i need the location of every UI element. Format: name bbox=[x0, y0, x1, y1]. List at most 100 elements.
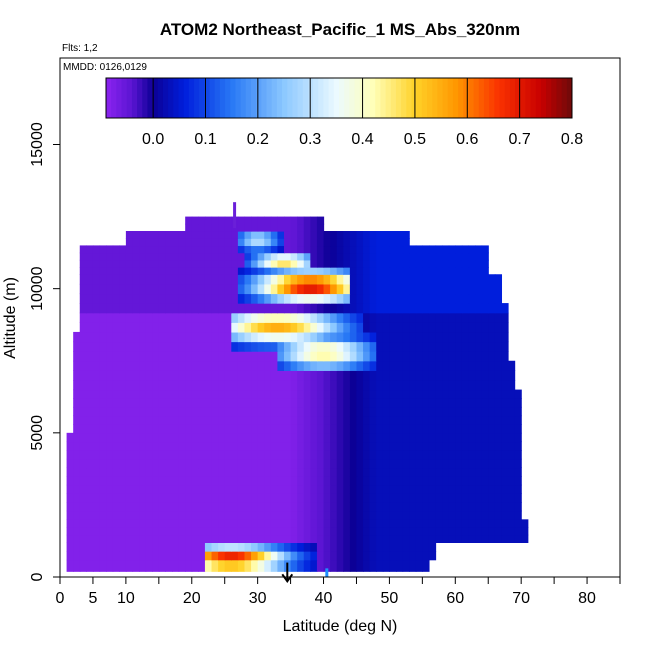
heatmap-cell bbox=[376, 331, 384, 343]
heatmap-cell bbox=[396, 424, 404, 434]
heatmap-cell bbox=[119, 312, 127, 323]
heatmap-cell bbox=[244, 293, 252, 304]
heatmap-cell bbox=[204, 542, 213, 552]
heatmap-cell bbox=[409, 415, 417, 425]
heatmap-cell bbox=[316, 527, 325, 536]
heatmap-cell bbox=[481, 259, 489, 268]
heatmap-cell bbox=[79, 303, 87, 314]
heatmap-cell bbox=[435, 415, 443, 425]
heatmap-cell bbox=[112, 484, 120, 494]
heatmap-cell bbox=[455, 441, 463, 451]
heatmap-cell bbox=[132, 476, 140, 486]
heatmap-cell bbox=[158, 370, 167, 381]
heatmap-cell bbox=[172, 283, 180, 295]
heatmap-cell bbox=[99, 252, 107, 261]
heatmap-cell bbox=[211, 223, 219, 232]
heatmap-cell bbox=[178, 450, 186, 460]
heatmap-cell bbox=[343, 542, 351, 552]
heatmap-cell bbox=[99, 312, 107, 323]
heatmap-cell bbox=[92, 267, 101, 275]
heatmap-cell bbox=[376, 370, 384, 381]
heatmap-cell bbox=[422, 502, 430, 512]
colorbar-swatch bbox=[561, 78, 568, 118]
heatmap-cell bbox=[448, 303, 456, 314]
heatmap-cell bbox=[158, 441, 167, 451]
heatmap-cell bbox=[448, 360, 456, 371]
heatmap-cell bbox=[191, 216, 199, 225]
heatmap-cell bbox=[99, 476, 107, 486]
heatmap-cell bbox=[152, 493, 160, 503]
heatmap-cell bbox=[231, 467, 239, 477]
heatmap-cell bbox=[475, 484, 483, 494]
heatmap-cell bbox=[119, 510, 127, 520]
heatmap-cell bbox=[481, 331, 489, 343]
heatmap-cell bbox=[323, 527, 331, 536]
heatmap-cell bbox=[158, 415, 167, 425]
heatmap-cell bbox=[251, 379, 259, 391]
heatmap-cell bbox=[389, 551, 397, 561]
heatmap-cell bbox=[461, 441, 470, 451]
heatmap-cell bbox=[428, 360, 437, 371]
heatmap-cell bbox=[218, 527, 226, 536]
heatmap-cell bbox=[191, 519, 199, 528]
heatmap-cell bbox=[409, 322, 417, 333]
heatmap-cell bbox=[330, 493, 338, 503]
colorbar-swatch bbox=[313, 78, 319, 118]
heatmap-cell bbox=[165, 231, 173, 239]
heatmap-cell bbox=[415, 458, 423, 469]
heatmap-cell bbox=[290, 331, 298, 343]
heatmap-cell bbox=[106, 527, 114, 536]
heatmap-cell bbox=[132, 551, 140, 561]
heatmap-cell bbox=[310, 559, 318, 572]
heatmap-cell bbox=[224, 458, 232, 469]
heatmap-cell bbox=[152, 551, 160, 561]
heatmap-cell bbox=[428, 502, 437, 512]
heatmap-cell bbox=[442, 484, 450, 494]
heatmap-cell bbox=[297, 559, 305, 572]
heatmap-cell bbox=[264, 312, 272, 323]
heatmap-cell bbox=[112, 542, 120, 552]
heatmap-cell bbox=[139, 542, 147, 552]
heatmap-cell bbox=[448, 458, 456, 469]
heatmap-cell bbox=[224, 274, 232, 285]
heatmap-cell bbox=[270, 542, 279, 552]
colorbar-swatch bbox=[437, 78, 444, 118]
heatmap-cell bbox=[376, 360, 384, 371]
heatmap-cell bbox=[310, 534, 318, 543]
heatmap-cell bbox=[264, 252, 272, 261]
heatmap-cell bbox=[323, 406, 331, 417]
heatmap-cell bbox=[442, 379, 450, 391]
heatmap-cell bbox=[428, 274, 437, 285]
heatmap-cell bbox=[178, 322, 186, 333]
heatmap-cell bbox=[172, 441, 180, 451]
heatmap-cell bbox=[409, 542, 417, 552]
heatmap-cell bbox=[237, 360, 246, 371]
heatmap-cell bbox=[389, 360, 397, 371]
heatmap-cell bbox=[204, 283, 213, 295]
heatmap-cell bbox=[501, 502, 509, 512]
heatmap-cell bbox=[106, 312, 114, 323]
heatmap-cell bbox=[310, 293, 318, 304]
heatmap-cell bbox=[323, 379, 331, 391]
heatmap-cell bbox=[356, 559, 364, 572]
heatmap-cell bbox=[277, 322, 285, 333]
heatmap-cell bbox=[251, 510, 259, 520]
heatmap-cell bbox=[461, 245, 470, 254]
heatmap-cell bbox=[461, 341, 470, 352]
heatmap-cell bbox=[442, 274, 450, 285]
heatmap-cell bbox=[79, 331, 87, 343]
heatmap-cell bbox=[244, 551, 252, 561]
heatmap-cell bbox=[468, 322, 476, 333]
heatmap-cell bbox=[139, 331, 147, 343]
heatmap-cell bbox=[323, 542, 331, 552]
heatmap-cell bbox=[112, 341, 120, 352]
heatmap-cell bbox=[158, 493, 167, 503]
colorbar-swatch bbox=[401, 78, 407, 118]
heatmap-cell bbox=[198, 274, 206, 285]
heatmap-cell bbox=[257, 252, 265, 261]
heatmap-cell bbox=[310, 303, 318, 314]
heatmap-cell bbox=[356, 527, 364, 536]
heatmap-cell bbox=[270, 274, 279, 285]
heatmap-cell bbox=[475, 519, 483, 528]
heatmap-cell bbox=[494, 351, 503, 362]
